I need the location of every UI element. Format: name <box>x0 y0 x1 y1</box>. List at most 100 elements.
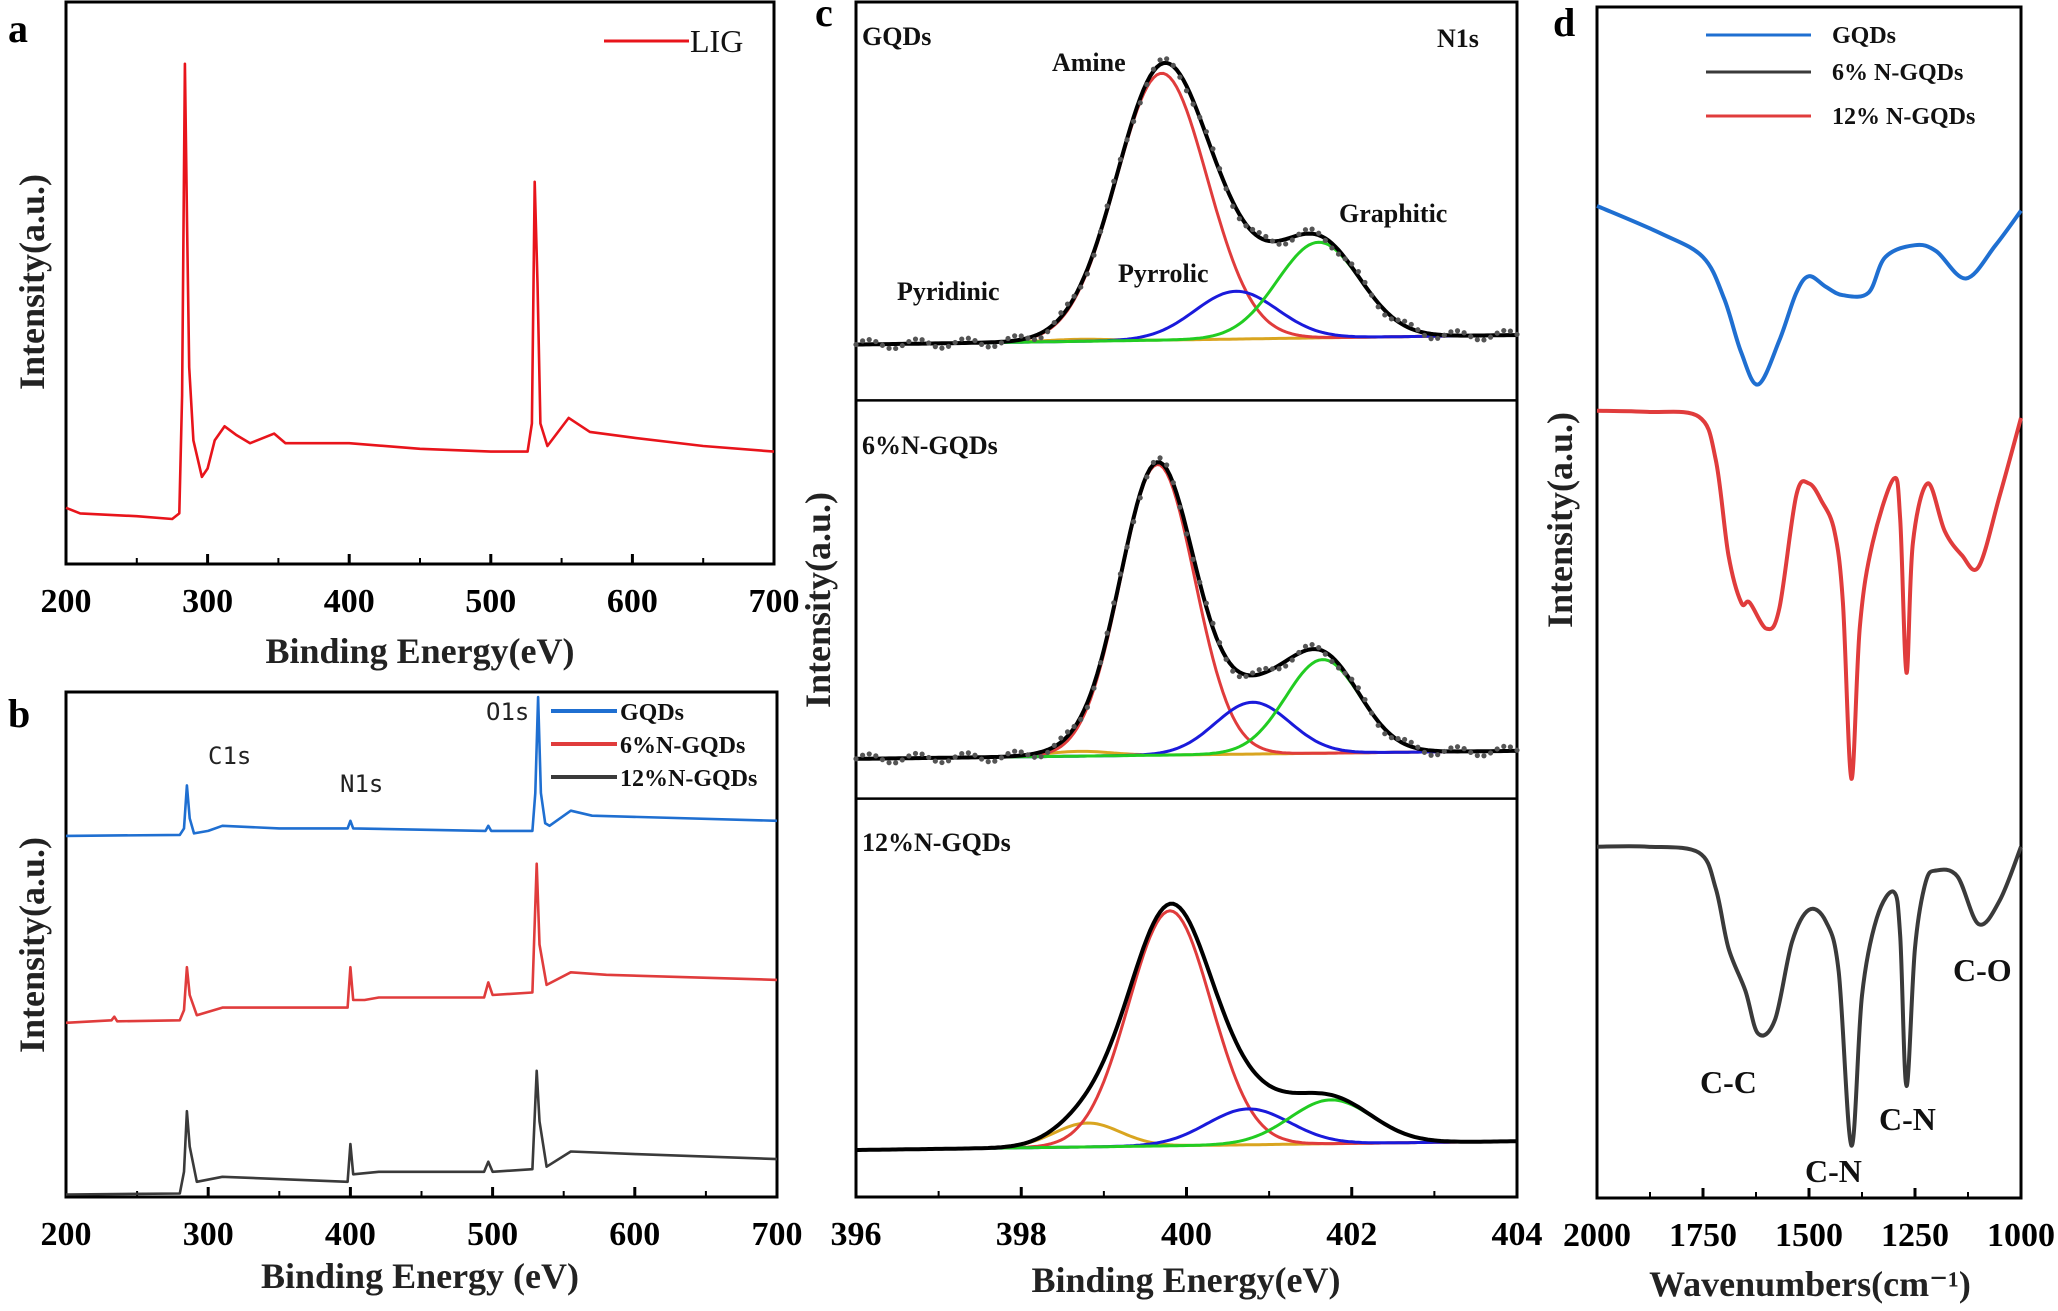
subplot-title-gqds: GQDs <box>862 22 931 51</box>
panel-c-gqds-data-point <box>1177 74 1183 80</box>
panel-c-6-n-gqds-data-point <box>1302 643 1309 650</box>
panel-b-series-gqds <box>65 695 778 838</box>
panel-c-6-n-gqds-data-point <box>1150 459 1157 466</box>
panel-c-gqds-data-point <box>1481 337 1487 343</box>
legend-label-gqds: GQDs <box>620 700 684 726</box>
panel-c-6-n-gqds-data-point <box>1084 704 1090 710</box>
panel-c-6-n-gqds-data-point <box>972 752 978 758</box>
panel-c-6-n-gqds-data-point <box>1388 735 1395 741</box>
panel-c-gqds-data-point <box>1223 186 1229 192</box>
panel-c-ylabel: Intensity(a.u.) <box>798 492 838 708</box>
panel-c-6-n-gqds-data-point <box>1097 660 1104 666</box>
panel-a-series-lig <box>65 62 775 521</box>
panel-c-gqds-data-point <box>1012 333 1018 339</box>
panel-c-gqds-data-point <box>1243 223 1249 229</box>
panel-c-gqds-data-point <box>998 340 1005 346</box>
panel-c-6-n-gqds-data-point <box>1236 673 1242 680</box>
panel-c-gqds-data-point <box>1203 129 1209 135</box>
panel-c-gqds-data-point <box>1382 312 1388 318</box>
panel-c-6-n-gqds-data-point <box>1335 665 1342 671</box>
panel-c-gqds-data-point <box>1514 331 1520 337</box>
panel-c-6-n-gqds-data-point <box>1289 657 1295 663</box>
panel-c-gqds-data-point <box>873 338 879 345</box>
panel-letter-a: a <box>8 6 28 51</box>
panel-c-6-n-gqds-data-point <box>1494 746 1500 752</box>
panel-c-6-n-gqds-data-point <box>1157 455 1163 461</box>
panel-c-6-n-gqds-data-point <box>1038 754 1044 760</box>
panel-c-gqds-data-point <box>952 339 958 346</box>
panel-c-gqds-data-point <box>1124 137 1130 143</box>
subplot-title-12-n-gqds: 12%N-GQDs <box>862 828 1011 857</box>
panel-c-6-n-gqds-data-point <box>1435 752 1441 758</box>
legend-label-lig: LIG <box>690 23 743 59</box>
chart-marks: 200 300 400 500 600 700 200 300 400 500 600 700 2000… <box>41 0 2055 1254</box>
panel-c-gqds-data-point <box>1157 57 1163 63</box>
panel-c-6-n-gqds-data-point <box>998 755 1005 761</box>
panel-c-gqds-data-point <box>1183 88 1190 94</box>
panel-c-6-n-gqds-data-point <box>1349 676 1355 682</box>
panel-c-6-n-gqds-data-point <box>1203 600 1209 606</box>
panel-c-xlabel: Binding Energy(eV) <box>1031 1260 1340 1300</box>
panel-d-xtick-label: 1000 <box>1987 1217 2055 1254</box>
label-graphitic: Graphitic <box>1339 199 1447 228</box>
panel-c-6-n-gqds-data-point <box>1514 747 1520 753</box>
panel-c-6-n-gqds-data-point <box>860 752 866 758</box>
panel-c-gqds-data-point <box>899 342 905 349</box>
panel-c-6-n-gqds-data-point <box>1197 579 1203 585</box>
panel-c-gqds-data-point <box>945 343 952 349</box>
panel-d-series-12-n-gqds <box>1596 408 2023 781</box>
corner-label-n1s: N1s <box>1437 24 1479 53</box>
annotation-c1s: C1s <box>208 742 251 770</box>
panel-c-gqds-data-point <box>1150 66 1157 72</box>
panel-c-gqds-data-point <box>1474 337 1480 343</box>
annotation-c-c: C-C <box>1700 1064 1757 1100</box>
panel-c-gqds-data-point <box>926 340 932 346</box>
panel-c-gqds-data-point <box>1335 251 1342 257</box>
panel-c-gqds-data-point <box>1117 156 1123 162</box>
panel-c-6-n-gqds-data-point <box>985 759 991 765</box>
panel-c-gqds-data-point <box>992 343 998 349</box>
panel-a-xtick-label: 500 <box>465 583 516 620</box>
annotation-c-n-2: C-N <box>1879 1101 1936 1137</box>
panel-c-gqds-data-point <box>1236 216 1242 222</box>
panel-c-6-n-gqds-data-point <box>1058 735 1064 741</box>
panel-c-xtick-label: 400 <box>1161 1216 1212 1253</box>
panel-c-6-n-gqds-data-point <box>1382 731 1388 737</box>
legend-label-12-n-gqds: 12%N-GQDs <box>620 766 757 792</box>
panel-c-6-n-gqds-data-point <box>1243 673 1249 679</box>
legend-label-d-12-n-gqds: 12% N-GQDs <box>1832 104 1975 130</box>
panel-c-gqds-data-point <box>912 336 919 342</box>
panel-b-xtick-label: 400 <box>325 1216 376 1253</box>
panel-c-gqds-data-point <box>932 344 938 350</box>
panel-c-6-n-gqds-data-point <box>945 758 952 764</box>
panel-c-gqds-data-point <box>1296 231 1302 237</box>
panel-b-xtick-label: 700 <box>752 1216 803 1253</box>
panel-c-gqds-data-point <box>1441 332 1447 338</box>
panel-b-xtick-label: 300 <box>183 1216 234 1253</box>
panel-c-6-n-gqds-data-point <box>919 751 925 757</box>
panel-c-gqds-data-point <box>1038 335 1044 341</box>
panel-c-gqds-data-point <box>1408 321 1414 328</box>
subplot-title-6-n-gqds: 6%N-GQDs <box>862 431 998 460</box>
panel-c-gqds-data-point <box>1005 335 1011 342</box>
panel-c-gqds-data-point <box>1421 332 1428 338</box>
panel-c-gqds-data-point <box>1342 256 1348 262</box>
panel-c-6-n-gqds-data-point <box>1408 739 1414 745</box>
panel-c-6-n-gqds-data-point <box>1468 749 1474 756</box>
panel-a-xtick-label: 600 <box>607 583 658 620</box>
panel-c-gqds-data-point <box>1144 81 1150 88</box>
annotation-n1s: N1s <box>340 770 383 798</box>
panel-c-gqds-data-point <box>1507 328 1513 334</box>
panel-c-6-n-gqds-data-point <box>1210 620 1216 626</box>
panel-c-gqds-data-point <box>1487 334 1494 340</box>
panel-d-series-gqds <box>1596 204 2023 387</box>
panel-c-6-n-gqds-data-point <box>1448 745 1454 751</box>
panel-c-6-n-gqds-data-point <box>893 760 899 766</box>
panel-letter-c: c <box>815 0 833 35</box>
panel-c-6-n-gqds-data-point <box>1124 544 1130 550</box>
panel-c-gqds-data-point <box>1302 227 1309 233</box>
panel-c-gqds-data-point <box>1131 118 1137 125</box>
panel-c-6-n-gqds-data-point <box>1230 668 1236 674</box>
panel-c-gqds-data-point <box>1018 333 1024 339</box>
panel-c-gqds-data-point <box>1190 101 1196 107</box>
